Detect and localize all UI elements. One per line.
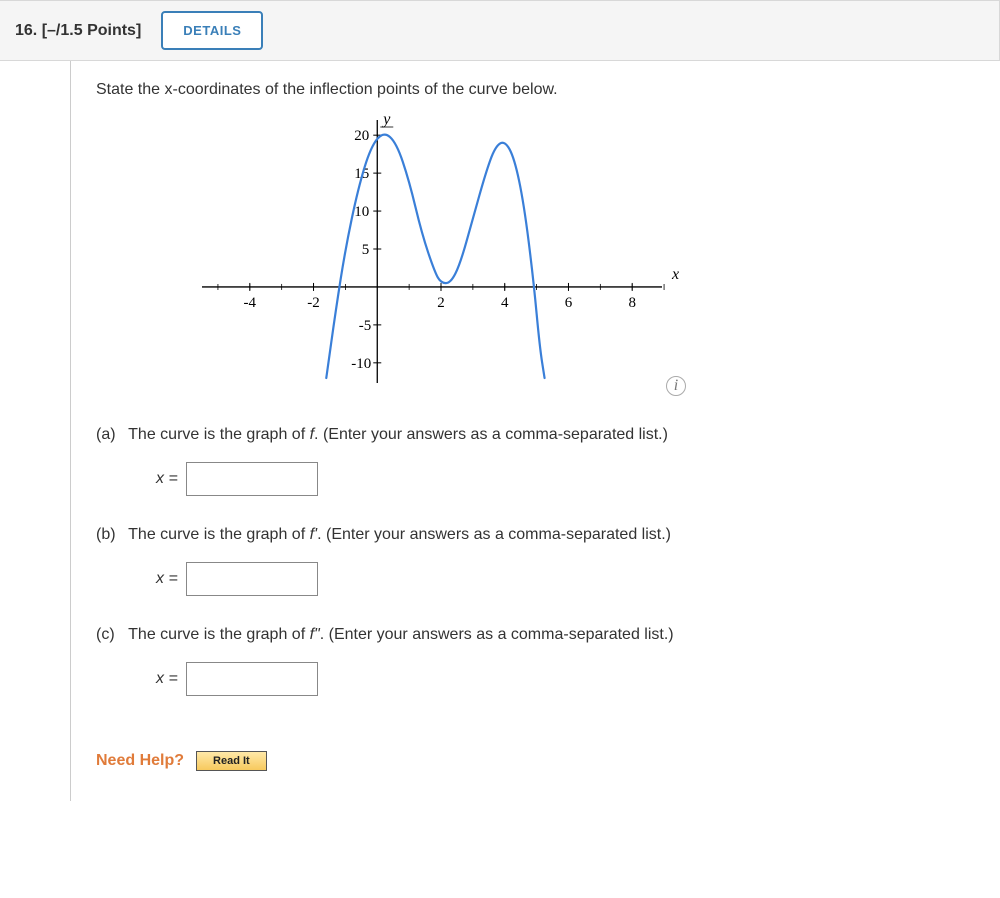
read-it-button[interactable]: Read It <box>196 751 267 771</box>
svg-text:x: x <box>671 266 679 283</box>
svg-text:10: 10 <box>354 204 369 220</box>
part-b-text: The curve is the graph of f'. (Enter you… <box>128 526 671 543</box>
details-button[interactable]: DETAILS <box>161 11 263 50</box>
svg-text:6: 6 <box>565 295 573 311</box>
svg-text:y: y <box>381 114 391 128</box>
question-prompt: State the x-coordinates of the inflectio… <box>96 81 975 99</box>
question-content: State the x-coordinates of the inflectio… <box>70 61 1000 801</box>
part-b-label: (b) <box>96 526 124 544</box>
svg-text:-5: -5 <box>359 318 372 334</box>
svg-text:-10: -10 <box>351 356 371 372</box>
help-row: Need Help? Read It <box>96 751 975 771</box>
svg-text:4: 4 <box>501 295 509 311</box>
part-a: (a) The curve is the graph of f. (Enter … <box>96 426 975 496</box>
svg-text:8: 8 <box>628 295 636 311</box>
part-c-input[interactable] <box>186 662 318 696</box>
part-b: (b) The curve is the graph of f'. (Enter… <box>96 526 975 596</box>
svg-text:5: 5 <box>362 242 370 258</box>
part-a-input[interactable] <box>186 462 318 496</box>
need-help-label: Need Help? <box>96 752 184 770</box>
info-icon[interactable]: i <box>666 376 686 396</box>
part-c: (c) The curve is the graph of f". (Enter… <box>96 626 975 696</box>
part-c-label: (c) <box>96 626 124 644</box>
curve-graph: -4-224685101520-5-10xy i <box>196 114 975 396</box>
part-a-label: (a) <box>96 426 124 444</box>
part-a-var: x = <box>156 470 178 488</box>
part-b-var: x = <box>156 570 178 588</box>
part-c-text: The curve is the graph of f". (Enter you… <box>128 626 673 643</box>
part-b-input[interactable] <box>186 562 318 596</box>
svg-text:20: 20 <box>354 128 369 144</box>
svg-text:-4: -4 <box>244 295 257 311</box>
question-number: 16. [–/1.5 Points] <box>15 22 141 40</box>
svg-text:2: 2 <box>437 295 445 311</box>
svg-text:-2: -2 <box>307 295 320 311</box>
question-header: 16. [–/1.5 Points] DETAILS <box>0 0 1000 61</box>
part-c-var: x = <box>156 670 178 688</box>
part-a-text: The curve is the graph of f. (Enter your… <box>128 426 668 443</box>
